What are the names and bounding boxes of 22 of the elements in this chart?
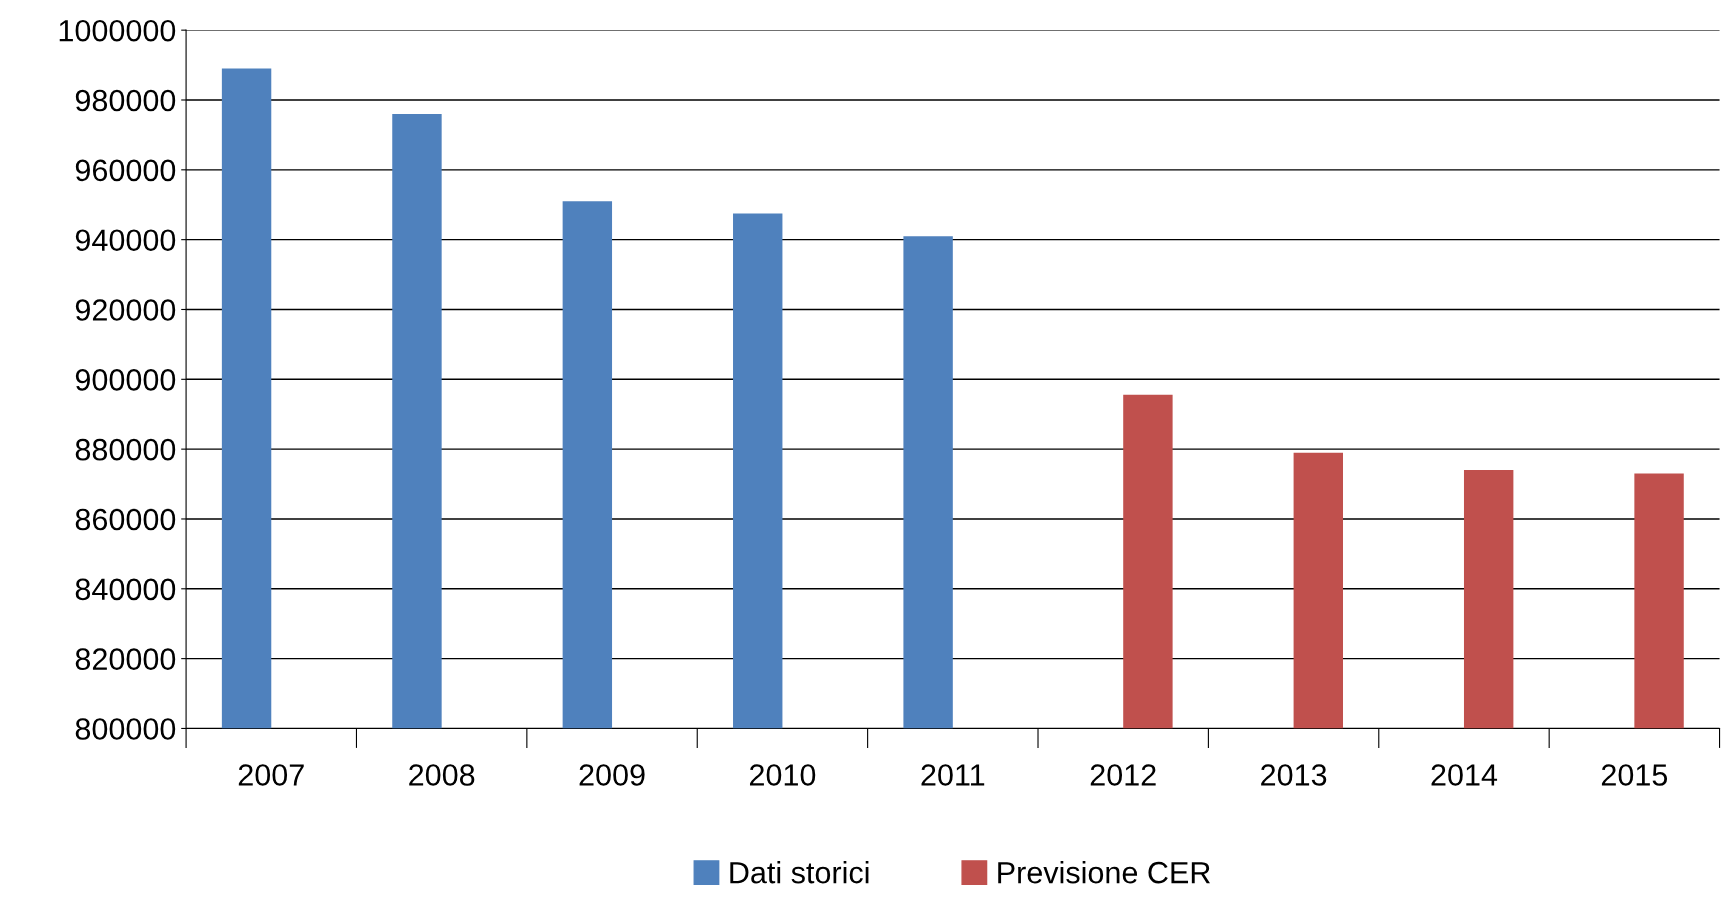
y-tick-label: 960000 [75, 159, 176, 182]
y-tick-label: 820000 [75, 648, 176, 670]
x-tick-label: 2013 [1261, 764, 1327, 786]
x-tick-label: 2015 [1601, 764, 1668, 786]
legend-label: Previsione CER [998, 861, 1210, 884]
y-tick-label: 880000 [75, 438, 176, 461]
x-tick-label: 2007 [238, 764, 304, 786]
y-tick-label: 800000 [75, 718, 176, 740]
y-tick-label: 840000 [75, 578, 176, 601]
legend-label: Dati storici [730, 861, 869, 884]
y-tick-label: 900000 [75, 369, 176, 391]
y-tick-label: 940000 [75, 229, 176, 252]
x-tick-label: 2008 [409, 764, 475, 786]
x-tick-label: 2014 [1431, 764, 1498, 786]
x-tick-label: 2011 [921, 764, 985, 786]
y-tick-label: 1000000 [59, 19, 176, 42]
y-tick-label: 980000 [75, 89, 176, 112]
y-tick-label: 860000 [75, 508, 176, 531]
y-tick-label: 920000 [75, 299, 176, 321]
x-tick-label: 2012 [1090, 764, 1156, 786]
x-tick-label: 2009 [579, 764, 645, 786]
x-tick-label: 2010 [749, 764, 816, 786]
